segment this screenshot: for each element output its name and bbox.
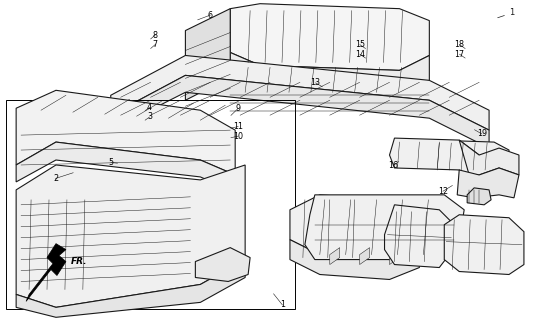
Text: 19: 19: [476, 129, 487, 138]
Text: 4: 4: [147, 103, 152, 112]
Polygon shape: [330, 248, 340, 265]
Polygon shape: [230, 4, 429, 70]
Polygon shape: [360, 248, 370, 265]
Polygon shape: [16, 142, 235, 192]
Polygon shape: [185, 9, 230, 100]
Text: 7: 7: [152, 40, 158, 49]
Polygon shape: [16, 165, 245, 307]
Polygon shape: [195, 248, 250, 282]
Text: 2: 2: [53, 174, 58, 183]
Text: 8: 8: [152, 31, 157, 40]
Text: 1: 1: [509, 8, 514, 17]
Polygon shape: [16, 90, 235, 175]
Polygon shape: [457, 168, 519, 198]
Polygon shape: [111, 76, 489, 148]
Text: 1: 1: [280, 300, 285, 309]
Text: 10: 10: [233, 132, 243, 140]
Text: 9: 9: [236, 104, 241, 113]
Polygon shape: [390, 138, 479, 175]
Text: FR.: FR.: [71, 257, 87, 266]
Polygon shape: [16, 260, 245, 317]
Polygon shape: [419, 248, 429, 265]
Text: 13: 13: [311, 78, 321, 87]
Text: 12: 12: [438, 187, 448, 196]
Polygon shape: [290, 195, 419, 260]
Polygon shape: [111, 55, 489, 130]
Polygon shape: [444, 215, 524, 275]
Polygon shape: [26, 244, 66, 301]
Polygon shape: [390, 248, 399, 265]
Text: 16: 16: [388, 161, 398, 170]
Text: 18: 18: [455, 40, 465, 49]
Text: 15: 15: [355, 40, 365, 49]
Polygon shape: [467, 188, 491, 205]
Text: 6: 6: [208, 11, 213, 20]
Text: 5: 5: [108, 158, 113, 167]
Polygon shape: [305, 195, 464, 260]
Text: 3: 3: [147, 113, 152, 122]
Text: 14: 14: [355, 50, 365, 59]
Polygon shape: [290, 240, 419, 279]
Polygon shape: [459, 140, 519, 175]
Polygon shape: [230, 52, 429, 95]
Text: 17: 17: [454, 50, 465, 59]
Polygon shape: [428, 140, 509, 172]
Polygon shape: [385, 205, 454, 268]
Text: 11: 11: [233, 122, 243, 131]
